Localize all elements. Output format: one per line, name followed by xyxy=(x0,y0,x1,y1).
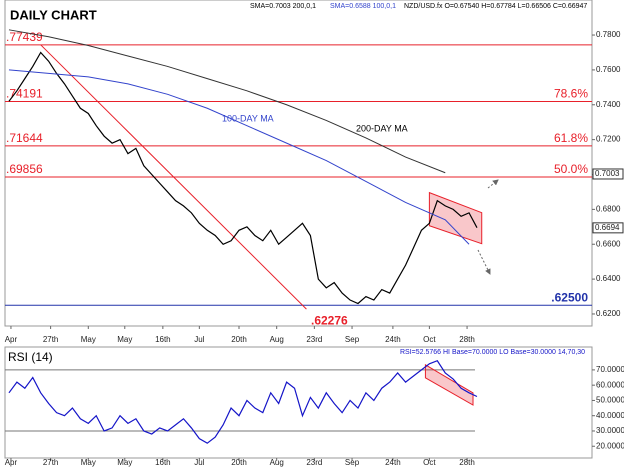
x-tick-label: May xyxy=(117,458,132,467)
y-tick-label: 0.7200 xyxy=(596,135,621,144)
x-tick-label: 16th xyxy=(155,335,171,344)
y-tick-label: 30.0000 xyxy=(596,426,624,435)
x-tick-label: Jul xyxy=(194,335,204,344)
fib-label: 78.6% xyxy=(554,87,588,101)
x-tick-label: 23rd xyxy=(306,458,322,467)
x-tick-label: May xyxy=(117,335,132,344)
arrow-up xyxy=(487,179,499,189)
x-tick-label: 20th xyxy=(231,458,247,467)
y-tick-label: 70.0000 xyxy=(596,365,624,374)
fib-label: 61.8% xyxy=(554,131,588,145)
y-tick-label: 0.6600 xyxy=(596,239,621,248)
y-tick-label: 0.7400 xyxy=(596,100,621,109)
x-tick-label: 23rd xyxy=(306,335,322,344)
x-tick-label: 24th xyxy=(385,458,401,467)
fib-label: .62500 xyxy=(551,290,588,304)
indicator: NZD/USD.fx O=0.67540 H=0.67784 L=0.66506… xyxy=(404,3,587,10)
x-tick-label: Apr xyxy=(5,458,18,467)
level-label: .74191 xyxy=(6,87,43,101)
x-tick-label: 27th xyxy=(43,335,59,344)
x-tick-label: Aug xyxy=(270,458,284,467)
channel xyxy=(428,191,483,245)
x-tick-label: Aug xyxy=(270,335,284,344)
ma-label: 100-DAY MA xyxy=(222,113,274,123)
indicator: SMA=0.6588 100,0,1 xyxy=(330,3,396,10)
y-tick-label: 60.0000 xyxy=(596,380,624,389)
y-tick-label: 0.6200 xyxy=(596,309,621,318)
y-tick-label: 0.6800 xyxy=(596,204,621,213)
channel xyxy=(424,363,474,406)
price-marker-label: 0.6694 xyxy=(595,223,620,232)
price-marker-label: 0.7003 xyxy=(595,169,620,178)
low-label: .62276 xyxy=(311,313,348,327)
level-label: .77439 xyxy=(6,30,43,44)
level-label: .69856 xyxy=(6,162,43,176)
y-tick-label: 0.7600 xyxy=(596,65,621,74)
x-tick-label: May xyxy=(81,335,96,344)
ma-label: 200-DAY MA xyxy=(356,123,408,133)
x-tick-label: 28th xyxy=(459,458,475,467)
rsi-panel xyxy=(4,346,593,459)
y-tick-label: 0.7800 xyxy=(596,30,621,39)
x-tick-label: 20th xyxy=(231,335,247,344)
series-line xyxy=(8,29,446,174)
x-tick-label: Jul xyxy=(194,458,204,467)
series-line xyxy=(8,69,470,245)
series-line xyxy=(8,360,478,444)
y-tick-label: 0.6400 xyxy=(596,274,621,283)
chart-title: DAILY CHART xyxy=(10,7,97,22)
x-tick-label: 27th xyxy=(43,458,59,467)
x-tick-label: Sep xyxy=(345,335,360,344)
x-tick-label: May xyxy=(81,458,96,467)
trend-line xyxy=(40,44,307,310)
y-tick-label: 20.0000 xyxy=(596,441,624,450)
arrow-down xyxy=(477,249,491,275)
x-tick-label: Oct xyxy=(423,335,436,344)
y-tick-label: 50.0000 xyxy=(596,396,624,405)
fib-label: 50.0% xyxy=(554,162,588,176)
indicator: SMA=0.7003 200,0,1 xyxy=(250,3,316,10)
price-panel xyxy=(4,0,593,327)
x-tick-label: 28th xyxy=(459,335,475,344)
x-tick-label: 24th xyxy=(385,335,401,344)
rsi-title: RSI (14) xyxy=(8,350,53,364)
price-marker xyxy=(592,222,624,234)
series-line xyxy=(8,51,478,305)
x-tick-label: Sep xyxy=(345,458,360,467)
x-tick-label: 16th xyxy=(155,458,171,467)
x-tick-label: Apr xyxy=(5,335,18,344)
level-label: .71644 xyxy=(6,131,43,145)
x-tick-label: Oct xyxy=(423,458,436,467)
indicator: RSI=52.5766 HI Base=70.0000 LO Base=30.0… xyxy=(400,349,585,356)
y-tick-label: 40.0000 xyxy=(596,411,624,420)
price-marker xyxy=(592,168,624,180)
